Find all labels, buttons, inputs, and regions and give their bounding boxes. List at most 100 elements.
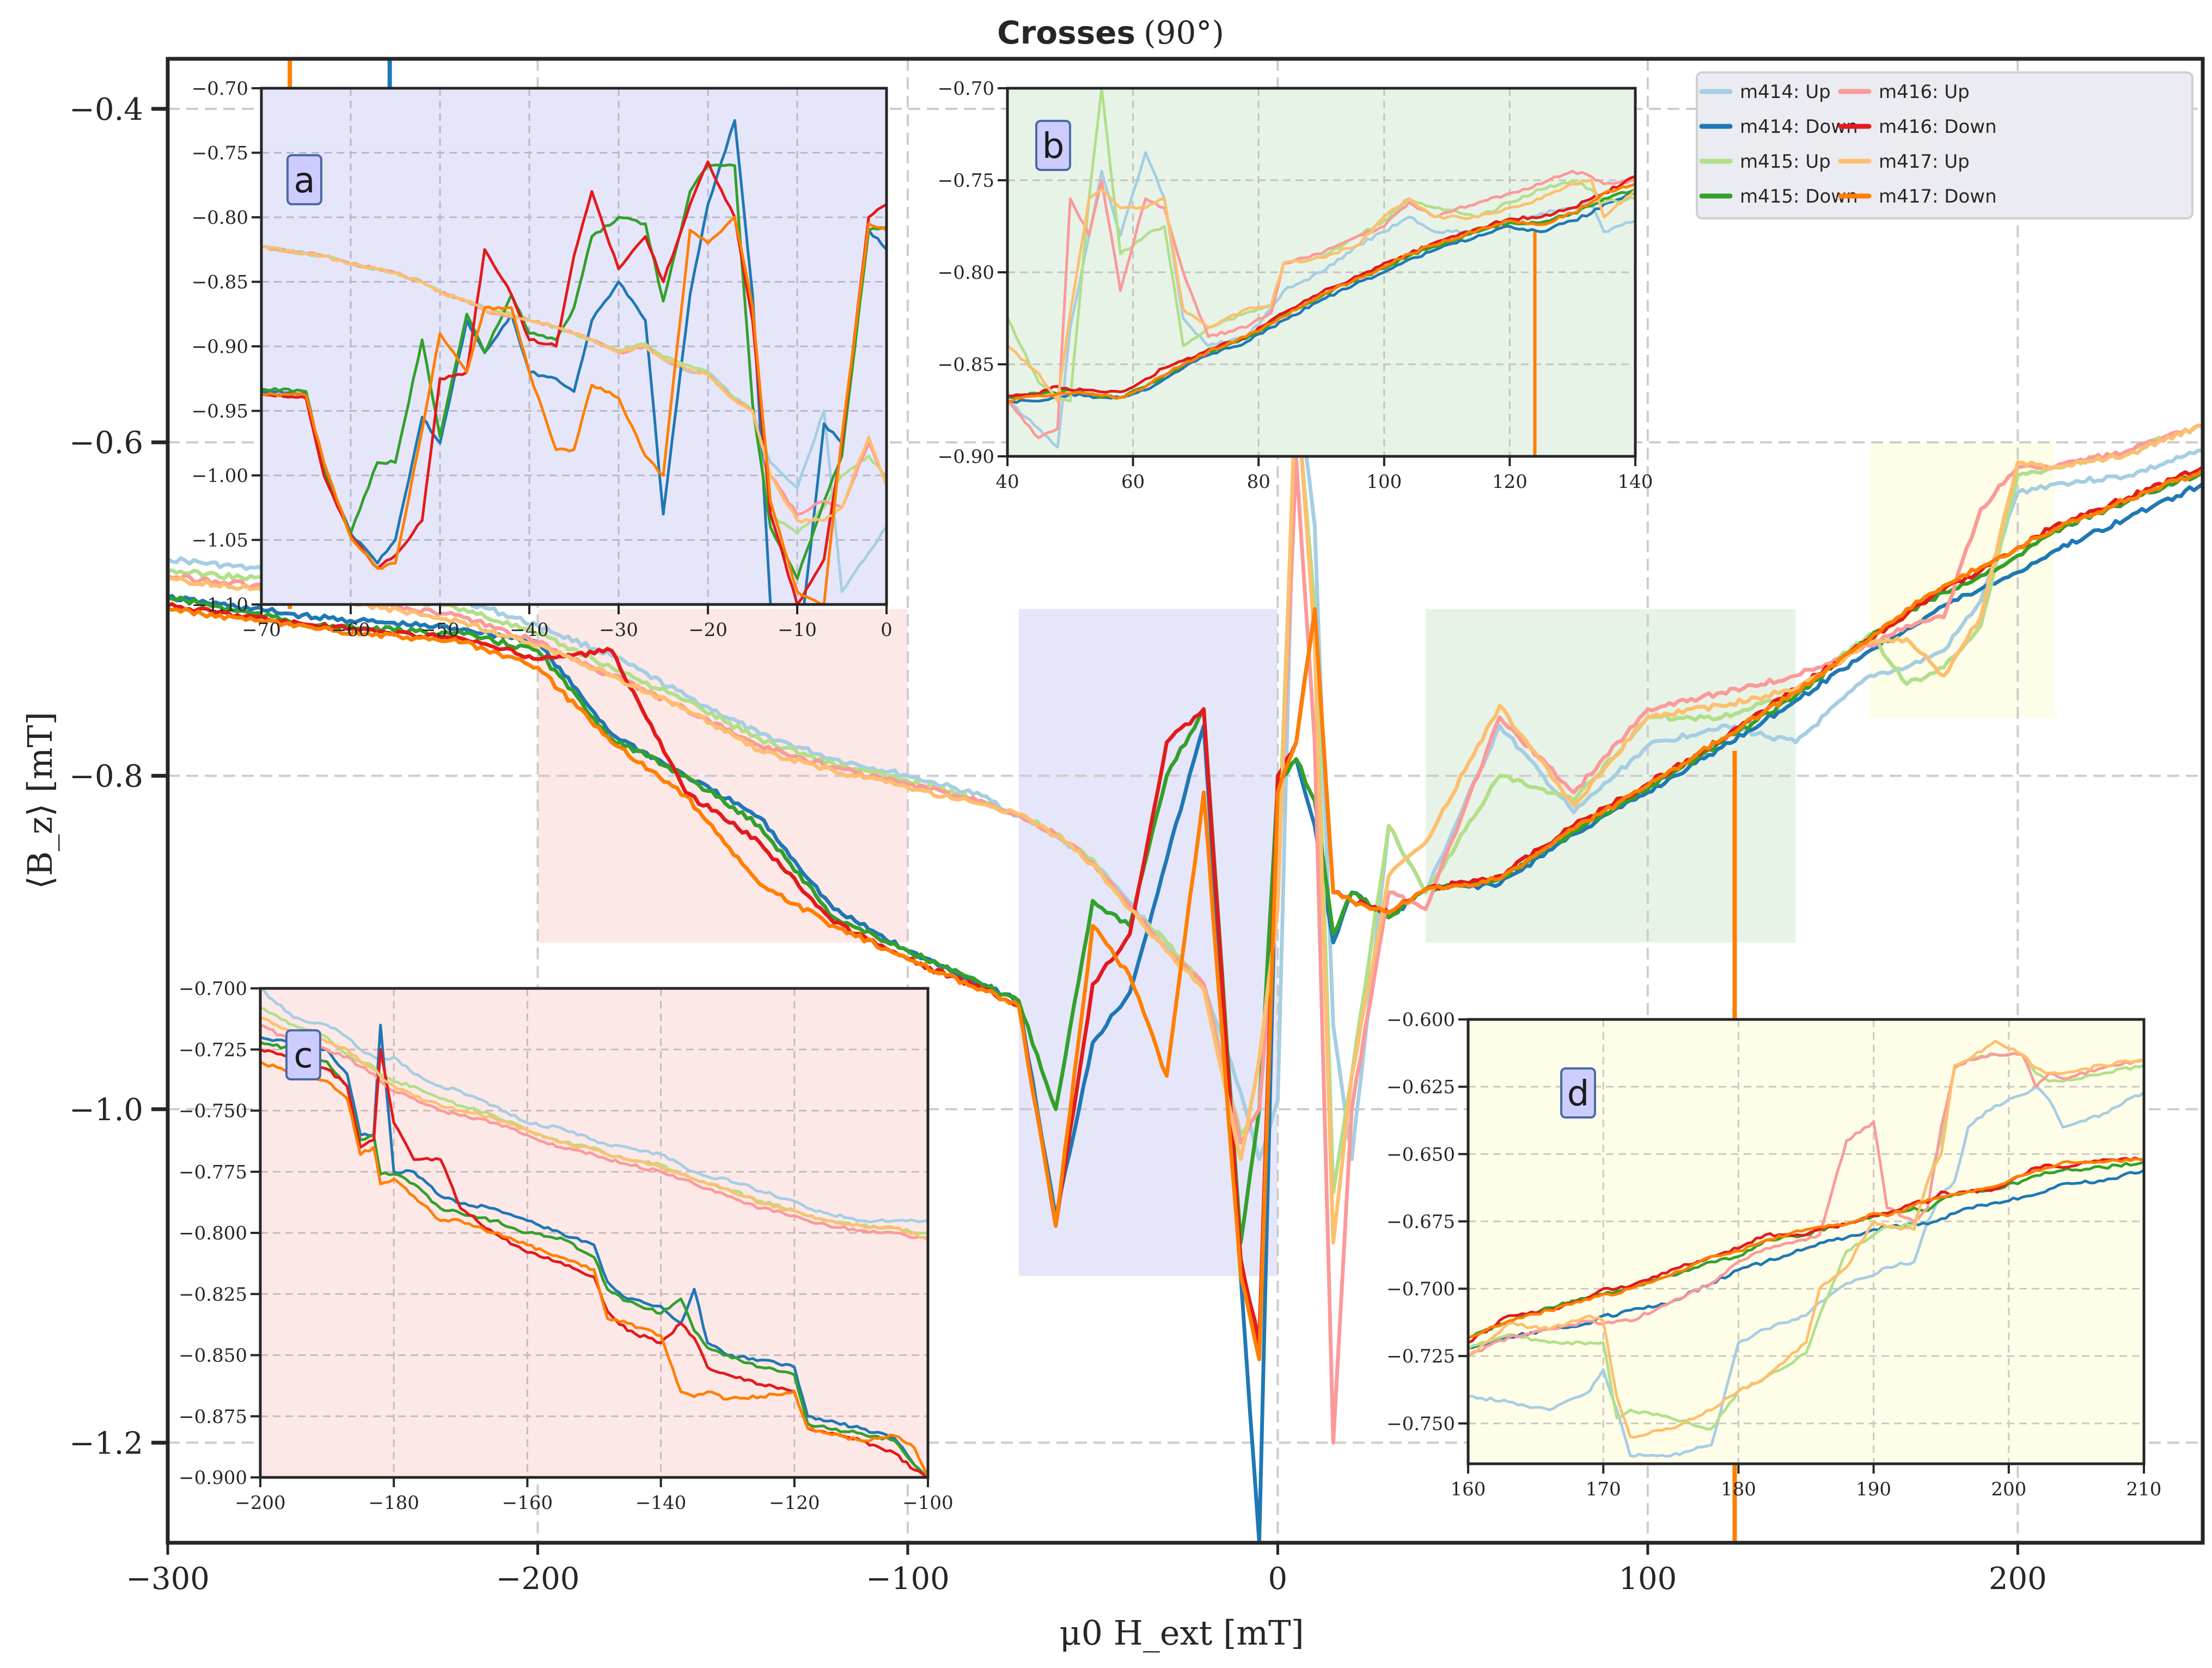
inset-x-tick-label: −160 <box>502 1492 553 1514</box>
inset-x-tick-label: 190 <box>1856 1478 1891 1500</box>
chart-title: Crosses <box>997 14 1135 51</box>
inset-x-tick-label: 120 <box>1492 471 1527 493</box>
inset-b-label-box <box>1035 120 1071 171</box>
inset-y-tick-label: −1.05 <box>192 530 248 552</box>
inset-y-tick-label: −0.80 <box>192 207 248 229</box>
inset-c-series-m415-down <box>260 1041 928 1477</box>
highlight-region-b <box>1426 609 1796 943</box>
legend-item-label: m414: Down <box>1740 116 1858 138</box>
inset-x-tick-label: 40 <box>995 471 1019 493</box>
inset-d-label: d <box>1567 1074 1590 1114</box>
inset-y-tick-label: −0.875 <box>179 1406 247 1428</box>
inset-y-tick-label: −1.00 <box>192 465 248 487</box>
inset-a-series-m414-down <box>261 119 887 604</box>
inset-c-series-m417-up <box>260 1016 928 1242</box>
inset-y-tick-label: −0.95 <box>192 401 248 423</box>
inset-d-series-m417-up <box>1468 1040 2144 1439</box>
x-tick-label: −100 <box>866 1561 950 1597</box>
inset-x-tick-label: 170 <box>1586 1478 1621 1500</box>
inset-x-tick-label: 60 <box>1121 471 1145 493</box>
inset-y-tick-label: −0.650 <box>1386 1144 1455 1165</box>
inset-c-series-m416-up <box>260 1024 928 1239</box>
y-tick-label: −0.6 <box>69 425 143 461</box>
inset-y-tick-label: −0.700 <box>1386 1279 1455 1300</box>
series-line-m417-down <box>168 469 2203 1361</box>
y-axis-label: ⟨B_z⟩ [mT] <box>20 712 60 889</box>
inset-y-tick-label: −0.90 <box>938 446 994 468</box>
inset-x-tick-label: −10 <box>778 619 817 641</box>
inset-x-tick-label: 140 <box>1618 471 1653 493</box>
inset-x-tick-label: −70 <box>242 619 281 641</box>
inset-b-series-m416-down <box>1007 175 1635 398</box>
inset-x-tick-label: −30 <box>599 619 638 641</box>
legend-item-label: m417: Down <box>1879 186 1997 207</box>
inset-y-tick-label: −0.85 <box>192 272 248 294</box>
legend-item-label: m415: Up <box>1740 151 1831 173</box>
x-tick-label: 0 <box>1268 1561 1288 1597</box>
inset-y-tick-label: −0.825 <box>179 1284 247 1305</box>
x-tick-label: 100 <box>1618 1561 1677 1597</box>
inset-x-tick-label: −60 <box>331 619 370 641</box>
inset-y-tick-label: −0.70 <box>938 78 994 100</box>
inset-x-tick-label: −200 <box>235 1492 285 1514</box>
inset-c-plot: −200 −180 −160 −140 −120 −100 −0.700 −0.725 −0.7… <box>179 978 954 1514</box>
inset-a-label-box <box>286 154 322 205</box>
y-tick-label: −0.4 <box>69 92 143 127</box>
x-tick-label: −200 <box>496 1561 580 1597</box>
inset-c-label-box <box>285 1029 321 1080</box>
legend-box <box>1696 71 2193 219</box>
inset-y-tick-label: −0.725 <box>1386 1346 1455 1367</box>
legend-item-label: m416: Down <box>1879 116 1997 138</box>
inset-y-tick-label: −0.80 <box>938 262 994 284</box>
inset-b-series-m416-up <box>1007 169 1635 439</box>
inset-y-tick-label: −1.10 <box>192 594 248 616</box>
inset-b-plot: 40 60 80 100 120 140 −0.70 −0.75 −0.80 −0.85 −0.90… <box>938 78 1653 493</box>
inset-a-label: a <box>294 161 315 201</box>
inset-d-series-m414-down <box>1468 1169 2144 1349</box>
inset-y-tick-label: −0.775 <box>179 1162 247 1183</box>
inset-y-tick-label: −0.850 <box>179 1345 247 1367</box>
inset-y-tick-label: −0.750 <box>1386 1413 1455 1435</box>
inset-x-tick-label: −180 <box>369 1492 419 1514</box>
inset-d-series-m414-up <box>1468 1085 2144 1458</box>
inset-x-tick-label: −100 <box>902 1492 953 1514</box>
inset-b-series-m417-up <box>1007 179 1635 403</box>
x-tick-label: 200 <box>1989 1561 2047 1597</box>
inset-x-tick-label: 200 <box>1991 1478 2026 1500</box>
inset-x-tick-label: 100 <box>1366 471 1402 493</box>
inset-c-label: c <box>294 1036 313 1076</box>
inset-y-tick-label: −0.75 <box>192 143 248 164</box>
inset-a-plot: −70 −60 −50 −40 −30 −20 −10 0 −0.70 −0.75 −0.80 −0.… <box>192 78 893 641</box>
inset-x-tick-label: −50 <box>420 619 460 641</box>
inset-x-tick-label: −40 <box>510 619 549 641</box>
inset-d-label-box <box>1560 1067 1596 1119</box>
main-plot-area: −300 −200 −100 0 100 200−0.4−0.6−0.8−1.0−1.2 <box>69 57 2205 1597</box>
inset-y-tick-label: −0.900 <box>179 1467 247 1489</box>
y-tick-label: −1.0 <box>69 1092 143 1128</box>
legend: m414: Up m414: Down m415: Up m415: Down m416… <box>1696 71 2193 219</box>
inset-d-series-m417-down <box>1468 1157 2144 1339</box>
main-axes-frame <box>166 57 2205 1545</box>
x-tick-label: −300 <box>126 1561 210 1597</box>
inset-y-tick-label: −0.70 <box>192 78 248 100</box>
inset-a-series-m417-up <box>261 245 887 524</box>
legend-item-label: m414: Up <box>1740 81 1831 103</box>
legend-item-label: m416: Up <box>1879 81 1970 103</box>
inset-x-tick-label: −140 <box>636 1492 686 1514</box>
y-tick-label: −1.2 <box>69 1426 143 1461</box>
x-axis-label: μ0 H_ext [mT] <box>1059 1613 1304 1653</box>
inset-x-tick-label: 0 <box>881 619 893 641</box>
y-tick-label: −0.8 <box>69 759 143 795</box>
inset-c-series-m417-down <box>260 1060 928 1477</box>
chart-title-suffix: (90°) <box>1144 14 1224 51</box>
inset-y-tick-label: −0.75 <box>938 170 994 192</box>
inset-b-label: b <box>1042 126 1065 167</box>
inset-d-plot: 160 170 180 190 200 210 −0.600 −0.625 −0.650 −0.6… <box>1386 1009 2161 1500</box>
inset-y-tick-label: −0.90 <box>192 336 248 358</box>
inset-b-series-m417-down <box>1007 182 1635 403</box>
inset-x-tick-label: 80 <box>1247 471 1270 493</box>
inset-a-series-m417-down <box>261 216 887 604</box>
inset-y-tick-label: −0.625 <box>1386 1077 1455 1098</box>
inset-y-tick-label: −0.725 <box>179 1039 247 1061</box>
